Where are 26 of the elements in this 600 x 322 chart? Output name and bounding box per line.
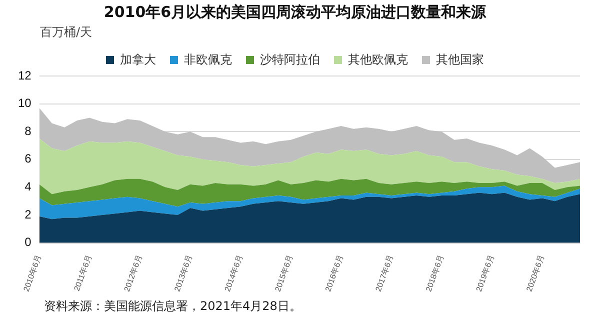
text: 资料来源：美国能源信息署，2021年4月28日。: [44, 298, 302, 315]
x-tick-label: 2016年6月: [324, 254, 346, 293]
x-tick-label: 2010年6月: [22, 254, 44, 293]
x-tick-label: 2020年6月: [524, 254, 546, 293]
y-tick-label: 4: [24, 179, 32, 194]
legend-label: 其他欧佩克: [348, 52, 408, 66]
y-tick-label: 12: [18, 68, 32, 82]
legend-label: 非欧佩克: [184, 52, 232, 66]
y-tick-label: 2: [24, 207, 32, 222]
x-tick-label: 2013年6月: [172, 254, 194, 293]
x-tick-label: 2019年6月: [474, 254, 496, 293]
y-tick-label: 0: [24, 235, 32, 250]
x-tick-label: 2018年6月: [424, 254, 446, 293]
legend-label: 加拿大: [120, 52, 156, 66]
x-tick-label: 2017年6月: [374, 254, 396, 293]
legend-label: 沙特阿拉伯: [260, 52, 320, 66]
x-tick-label: 2015年6月: [273, 254, 295, 293]
x-tick-label: 2011年6月: [72, 254, 94, 292]
chart-title: 2010年6月以来的美国四周滚动平均原油进口数量和来源: [104, 2, 488, 21]
y-tick-label: 8: [24, 124, 32, 138]
x-tick-label: 2014年6月: [222, 254, 244, 293]
y-axis-title: 百万桶/天: [40, 24, 92, 41]
legend-label: 其他国家: [436, 52, 484, 66]
y-tick-label: 6: [24, 152, 32, 166]
x-tick-label: 2012年6月: [122, 254, 144, 293]
y-tick-label: 10: [18, 96, 32, 110]
